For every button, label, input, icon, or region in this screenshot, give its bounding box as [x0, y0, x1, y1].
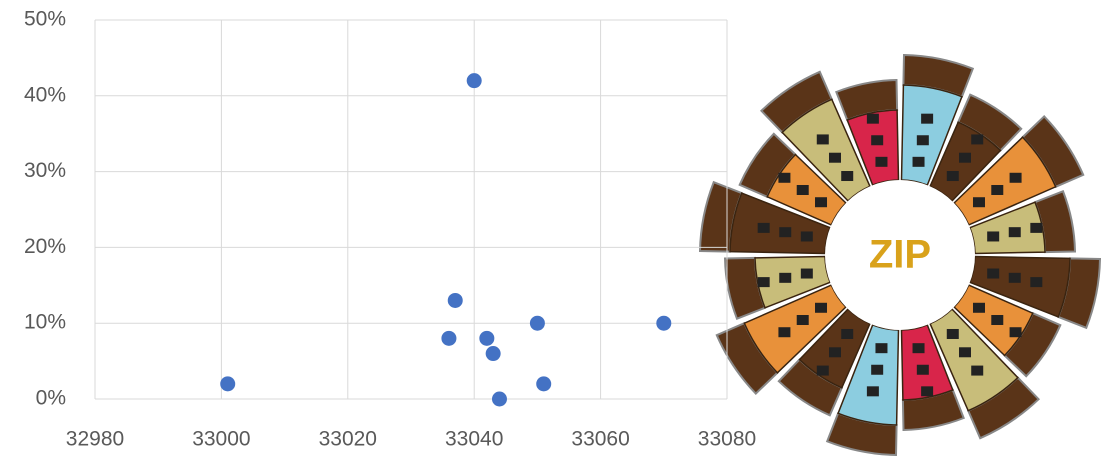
- badge-window: [991, 184, 1004, 195]
- badge-window: [779, 272, 792, 283]
- badge-window: [912, 343, 925, 354]
- badge-window: [871, 364, 884, 375]
- badge-window: [778, 327, 791, 338]
- badge-window: [916, 364, 929, 375]
- y-tick-label: 10%: [24, 311, 66, 334]
- badge-window: [916, 135, 929, 146]
- badge-window: [841, 328, 854, 339]
- badge-window: [800, 268, 813, 279]
- badge-window: [796, 315, 809, 326]
- x-tick-label: 33020: [319, 428, 377, 451]
- badge-window: [1008, 272, 1021, 283]
- y-tick-label: 0%: [36, 387, 66, 410]
- point: [441, 330, 457, 346]
- badge-window: [757, 222, 770, 233]
- point: [447, 292, 463, 308]
- badge-window: [921, 386, 934, 397]
- badge-window: [875, 156, 888, 167]
- badge-window: [971, 365, 984, 376]
- badge-window: [1009, 327, 1022, 338]
- badge-window: [987, 268, 1000, 279]
- badge-window: [779, 227, 792, 238]
- point: [529, 315, 545, 331]
- y-tick-label: 20%: [24, 235, 66, 258]
- badge-window: [1030, 222, 1043, 233]
- point: [479, 330, 495, 346]
- badge-window: [841, 171, 854, 182]
- x-tick-label: 32980: [66, 428, 124, 451]
- badge-window: [1009, 172, 1022, 183]
- badge-window: [815, 197, 828, 208]
- x-tick-label: 33000: [192, 428, 250, 451]
- badge-window: [946, 328, 959, 339]
- point: [466, 73, 482, 89]
- badge-window: [946, 171, 959, 182]
- badge-text: ZIP: [869, 233, 931, 277]
- badge-window: [828, 347, 841, 358]
- badge-window: [815, 302, 828, 313]
- badge-window: [921, 113, 934, 124]
- badge-window: [987, 231, 1000, 242]
- y-tick-label: 50%: [24, 8, 66, 31]
- x-tick-label: 33040: [445, 428, 503, 451]
- x-tick-label: 33060: [571, 428, 629, 451]
- badge-window: [972, 197, 985, 208]
- badge-center: [825, 180, 975, 330]
- point: [220, 376, 236, 392]
- badge-window: [816, 365, 829, 376]
- badge-window: [1030, 277, 1043, 288]
- badge-window: [866, 113, 879, 124]
- badge-window: [800, 231, 813, 242]
- badge-window: [875, 343, 888, 354]
- badge-window: [778, 172, 791, 183]
- point: [485, 346, 501, 362]
- badge-window: [959, 347, 972, 358]
- x-tick-label: 33080: [698, 428, 756, 451]
- badge-window: [972, 302, 985, 313]
- badge-window: [871, 135, 884, 146]
- badge-window: [971, 134, 984, 145]
- zip-badge: ZIP: [698, 53, 1102, 457]
- point: [656, 315, 672, 331]
- badge-window: [912, 156, 925, 167]
- badge-window: [757, 277, 770, 288]
- y-tick-label: 30%: [24, 159, 66, 182]
- badge-window: [828, 152, 841, 163]
- badge-window: [959, 152, 972, 163]
- badge-window: [991, 315, 1004, 326]
- badge-window: [796, 184, 809, 195]
- y-tick-label: 40%: [24, 83, 66, 106]
- badge-window: [1008, 227, 1021, 238]
- point: [491, 391, 507, 407]
- point: [536, 376, 552, 392]
- badge-window: [866, 386, 879, 397]
- badge-window: [816, 134, 829, 145]
